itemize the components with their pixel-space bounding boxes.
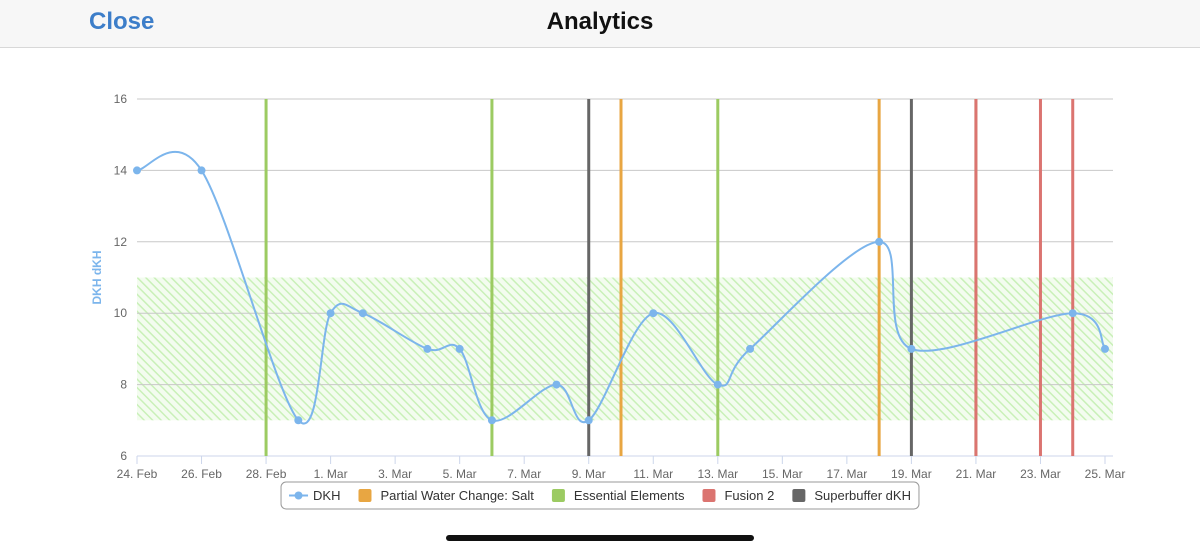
legend-label: DKH	[313, 488, 340, 503]
legend-item[interactable]: Partial Water Change: Salt	[358, 488, 534, 503]
x-tick-label: 25. Mar	[1085, 467, 1126, 481]
y-tick-label: 14	[114, 163, 128, 177]
data-point	[875, 237, 884, 246]
legend-label: Essential Elements	[574, 488, 685, 503]
chart: 6 8 10 12 14 16 DKH dKH 24. Feb 26. Feb 28. Feb 1.…	[90, 92, 1126, 510]
legend-symbol	[702, 489, 716, 502]
data-point	[1068, 309, 1077, 318]
data-point	[713, 380, 722, 389]
data-point	[455, 344, 464, 353]
data-point	[487, 416, 496, 425]
y-tick-label: 10	[114, 306, 128, 320]
x-tick-label: 15. Mar	[762, 467, 803, 481]
series-line	[136, 151, 1106, 425]
x-tick-label: 9. Mar	[572, 467, 606, 481]
legend-item[interactable]: Fusion 2	[702, 488, 774, 503]
x-tick-label: 13. Mar	[697, 467, 738, 481]
legend-item[interactable]: DKH	[289, 488, 340, 503]
y-tick-label: 6	[120, 449, 127, 463]
data-point	[197, 166, 206, 175]
x-tick-label: 21. Mar	[956, 467, 997, 481]
page-title: Analytics	[546, 8, 654, 35]
legend-symbol	[294, 491, 303, 500]
nav-bar: Close Analytics	[0, 0, 1200, 48]
x-tick-label: 7. Mar	[507, 467, 541, 481]
data-point	[584, 416, 593, 425]
x-tick-label: 3. Mar	[378, 467, 412, 481]
x-tick-label: 28. Feb	[246, 467, 287, 481]
y-tick-label: 12	[114, 235, 128, 249]
y-tick-label: 16	[114, 92, 128, 106]
y-tick-label: 8	[120, 378, 127, 392]
data-point	[552, 380, 561, 389]
close-button[interactable]: Close	[89, 8, 155, 35]
x-tick-label: 5. Mar	[443, 467, 477, 481]
legend-label: Partial Water Change: Salt	[380, 488, 534, 503]
data-point	[746, 344, 755, 353]
home-indicator	[446, 535, 754, 541]
x-tick-label: 26. Feb	[181, 467, 222, 481]
data-point	[358, 309, 367, 318]
x-tick-label: 19. Mar	[891, 467, 932, 481]
legend-item[interactable]: Superbuffer dKH	[792, 488, 911, 503]
legend-symbol	[551, 489, 565, 502]
y-axis-title: DKH dKH	[90, 251, 104, 305]
legend-box	[280, 481, 920, 510]
legend-item[interactable]: Essential Elements	[551, 488, 685, 503]
x-tick-label: 23. Mar	[1020, 467, 1061, 481]
x-tick-label: 17. Mar	[827, 467, 868, 481]
x-tick-label: 1. Mar	[314, 467, 348, 481]
data-point	[326, 309, 335, 318]
legend: DKH Partial Water Change: Salt Essential E…	[280, 481, 920, 510]
x-tick-label: 11. Mar	[633, 467, 673, 481]
data-point	[294, 416, 303, 425]
plot-band	[137, 277, 1113, 421]
data-point	[1101, 344, 1109, 353]
legend-symbol	[358, 489, 372, 502]
x-tick-label: 24. Feb	[117, 467, 158, 481]
data-point	[907, 344, 916, 353]
legend-label: Fusion 2	[724, 488, 774, 503]
data-point	[649, 309, 658, 318]
data-point	[133, 166, 141, 175]
legend-label: Superbuffer dKH	[814, 488, 911, 503]
legend-symbol	[792, 489, 806, 502]
data-point	[423, 344, 432, 353]
